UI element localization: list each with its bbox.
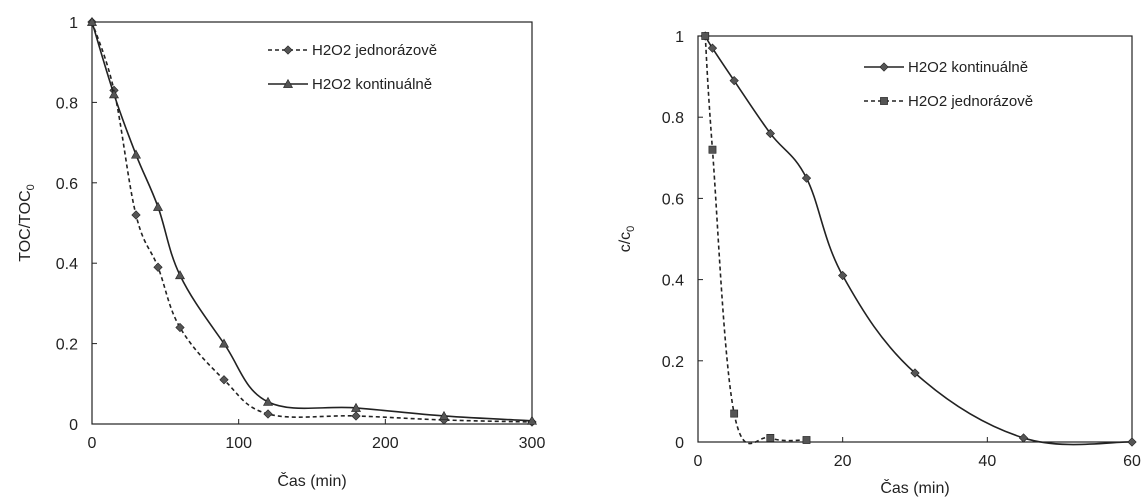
data-point-0-1 [350,402,362,412]
y-tick-label: 0.6 [56,176,78,193]
data-point-0-0 [131,210,141,220]
legend-marker-toc-0 [283,45,293,55]
y-axis-label-concentration: c/c0 [617,226,637,253]
x-tick-label: 100 [225,435,252,452]
data-point-0-1 [438,410,450,420]
y-axis-toc: 0 0.2 0.4 0.6 0.8 1 [56,15,97,434]
legend-toc: H2O2 jednorázově H2O2 kontinuálně [268,42,437,93]
chart-toc: 0 100 200 300 0 0.2 0.4 0.6 0.8 1 Čas (min) TOC/… [17,15,545,490]
data-point-0-1 [108,89,120,99]
data-point-0-0 [153,262,163,272]
series-line-1-1 [704,35,807,445]
data-point-0-0 [219,375,229,385]
y-tick-label: 0.4 [56,256,78,273]
y-tick-label: 0.4 [662,273,684,290]
data-point-0-1 [218,338,230,348]
x-tick-label: 300 [519,435,546,452]
x-tick-label: 60 [1123,453,1141,470]
y-tick-label: 0.6 [662,191,684,208]
series-line-0-0 [91,21,533,423]
legend-marker-concentration-0 [879,62,889,72]
data-point-1-0 [1127,437,1137,447]
y-axis-label-main: c/c [617,232,634,252]
data-point-1-0 [801,173,812,183]
y-axis-label-main: TOC/TOC [17,190,34,261]
data-point-0-0 [351,411,361,421]
series-layer-toc [86,16,538,427]
plot-area-toc [91,21,533,425]
x-axis-toc: 0 100 200 300 [88,419,546,452]
data-point-1-1 [730,409,739,418]
x-tick-label: 0 [694,453,703,470]
legend-item-concentration-0: H2O2 kontinuálně [864,59,1028,76]
legend-concentration: H2O2 kontinuálně H2O2 jednorázově [864,59,1033,110]
data-point-0-0 [263,409,273,419]
x-axis-concentration: 0 20 40 60 [694,437,1141,470]
legend-label-concentration-0: H2O2 kontinuálně [908,59,1028,76]
data-point-1-1 [802,436,811,444]
x-tick-label: 20 [834,453,852,470]
data-point-0-1 [86,16,98,26]
x-tick-label: 0 [88,435,97,452]
legend-item-toc-0: H2O2 jednorázově [268,42,437,59]
y-tick-label: 0 [675,435,684,452]
data-point-1-0 [838,270,848,281]
legend-marker-toc-1 [282,78,294,88]
data-point-0-1 [130,149,142,159]
legend-item-toc-1: H2O2 kontinuálně [268,76,432,93]
y-axis-label-subscript: 0 [25,184,37,190]
chart-concentration: 0 20 40 60 00.20.40.60.81 Čas (min) c/c0 H2… [617,29,1141,497]
data-point-0-1 [262,396,274,406]
legend-marker-concentration-1 [880,97,888,105]
data-point-1-1 [708,145,717,154]
data-point-1-1 [766,434,775,442]
data-point-0-0 [175,322,185,333]
legend-label-concentration-1: H2O2 jednorázově [908,93,1033,110]
data-point-0-1 [174,270,186,280]
x-axis-label-toc: Čas (min) [277,471,346,490]
data-point-1-0 [729,76,739,86]
legend-label-toc-1: H2O2 kontinuálně [312,76,432,93]
data-point-1-0 [1018,433,1029,443]
series-line-1-0 [704,35,1133,446]
legend-label-toc-0: H2O2 jednorázově [312,42,437,59]
plot-area-concentration [697,35,1133,443]
x-axis-label-concentration: Čas (min) [880,478,949,497]
series-layer-concentration [700,31,1137,447]
y-tick-label: 1 [675,29,684,46]
data-point-1-0 [910,368,920,378]
data-point-1-1 [701,32,710,40]
data-point-0-1 [526,415,538,425]
data-point-1-0 [765,128,775,139]
y-axis-label-subscript: 0 [625,226,637,232]
y-tick-label: 0.8 [56,95,78,112]
data-point-1-0 [707,43,718,53]
y-tick-label: 0.2 [662,354,684,371]
legend-item-concentration-1: H2O2 jednorázově [864,93,1033,110]
y-tick-label: 0.8 [662,110,684,127]
y-tick-label: 0 [69,417,78,434]
data-point-0-1 [152,201,164,211]
series-line-0-1 [91,21,533,422]
y-axis-concentration: 0 0.2 0.4 0.6 0.8 1 [662,29,703,452]
x-tick-label: 200 [372,435,399,452]
x-tick-label: 40 [978,453,996,470]
y-tick-label: 1 [69,15,78,32]
y-tick-label: 0.2 [56,337,78,354]
y-axis-label-toc: TOC/TOC0 [17,184,37,262]
